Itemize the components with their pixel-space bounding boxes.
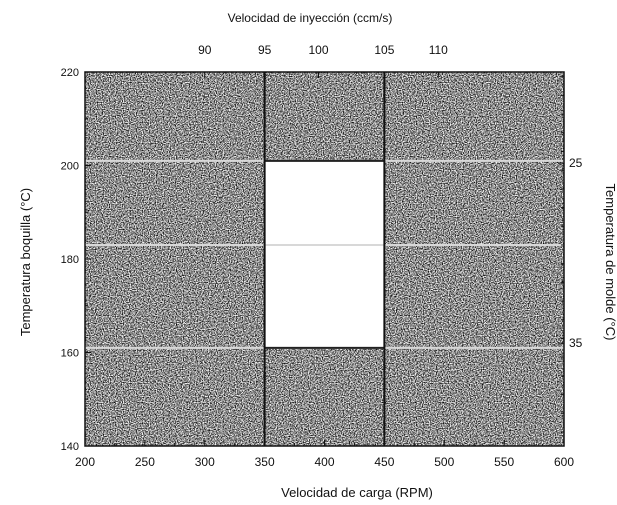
y-tick-label-4: 220	[61, 67, 79, 79]
x-axis-title: Velocidad de carga (RPM)	[281, 485, 433, 500]
x-tick-label-8: 600	[554, 455, 574, 469]
x-tick-label-3: 350	[255, 455, 275, 469]
x-tick-label-4: 400	[314, 455, 334, 469]
right-tick-label-0: 25	[569, 156, 583, 170]
bottom-shaded-region	[264, 347, 385, 446]
top-tick-label-3: 105	[374, 43, 394, 57]
x-tick-label-0: 200	[75, 455, 95, 469]
top-tick-label-1: 95	[258, 43, 272, 57]
x-tick-label-2: 300	[195, 455, 215, 469]
top-tick-label-2: 100	[308, 43, 328, 57]
x-tick-label-1: 250	[135, 455, 155, 469]
top-tick-label-0: 90	[198, 43, 212, 57]
x-tick-label-5: 450	[374, 455, 394, 469]
y-axis-title: Temperatura boquilla (°C)	[18, 188, 33, 336]
grid-lines	[85, 72, 564, 446]
y-tick-label-1: 160	[61, 348, 79, 360]
left-shaded-region	[85, 72, 265, 446]
y-tick-label-2: 180	[61, 254, 79, 266]
y-tick-label-0: 140	[61, 441, 79, 453]
right-tick-label-1: 35	[569, 336, 583, 350]
x-tick-label-7: 550	[494, 455, 514, 469]
tick-labels: 200 250 300 350 400 450 500 550 600 90 95 100 105 110…	[61, 43, 583, 469]
top-shaded-region	[264, 72, 385, 161]
y-tick-label-3: 200	[61, 161, 79, 173]
top-axis-title: Velocidad de inyección (ccm/s)	[228, 11, 393, 25]
top-tick-label-4: 110	[429, 43, 448, 57]
x-tick-label-6: 500	[434, 455, 454, 469]
process-window	[264, 160, 385, 348]
right-shaded-region	[384, 72, 564, 446]
process-region-layer	[85, 72, 564, 446]
right-axis-title: Temperatura de molde (°C)	[603, 184, 617, 341]
tick-marks	[84, 71, 565, 447]
